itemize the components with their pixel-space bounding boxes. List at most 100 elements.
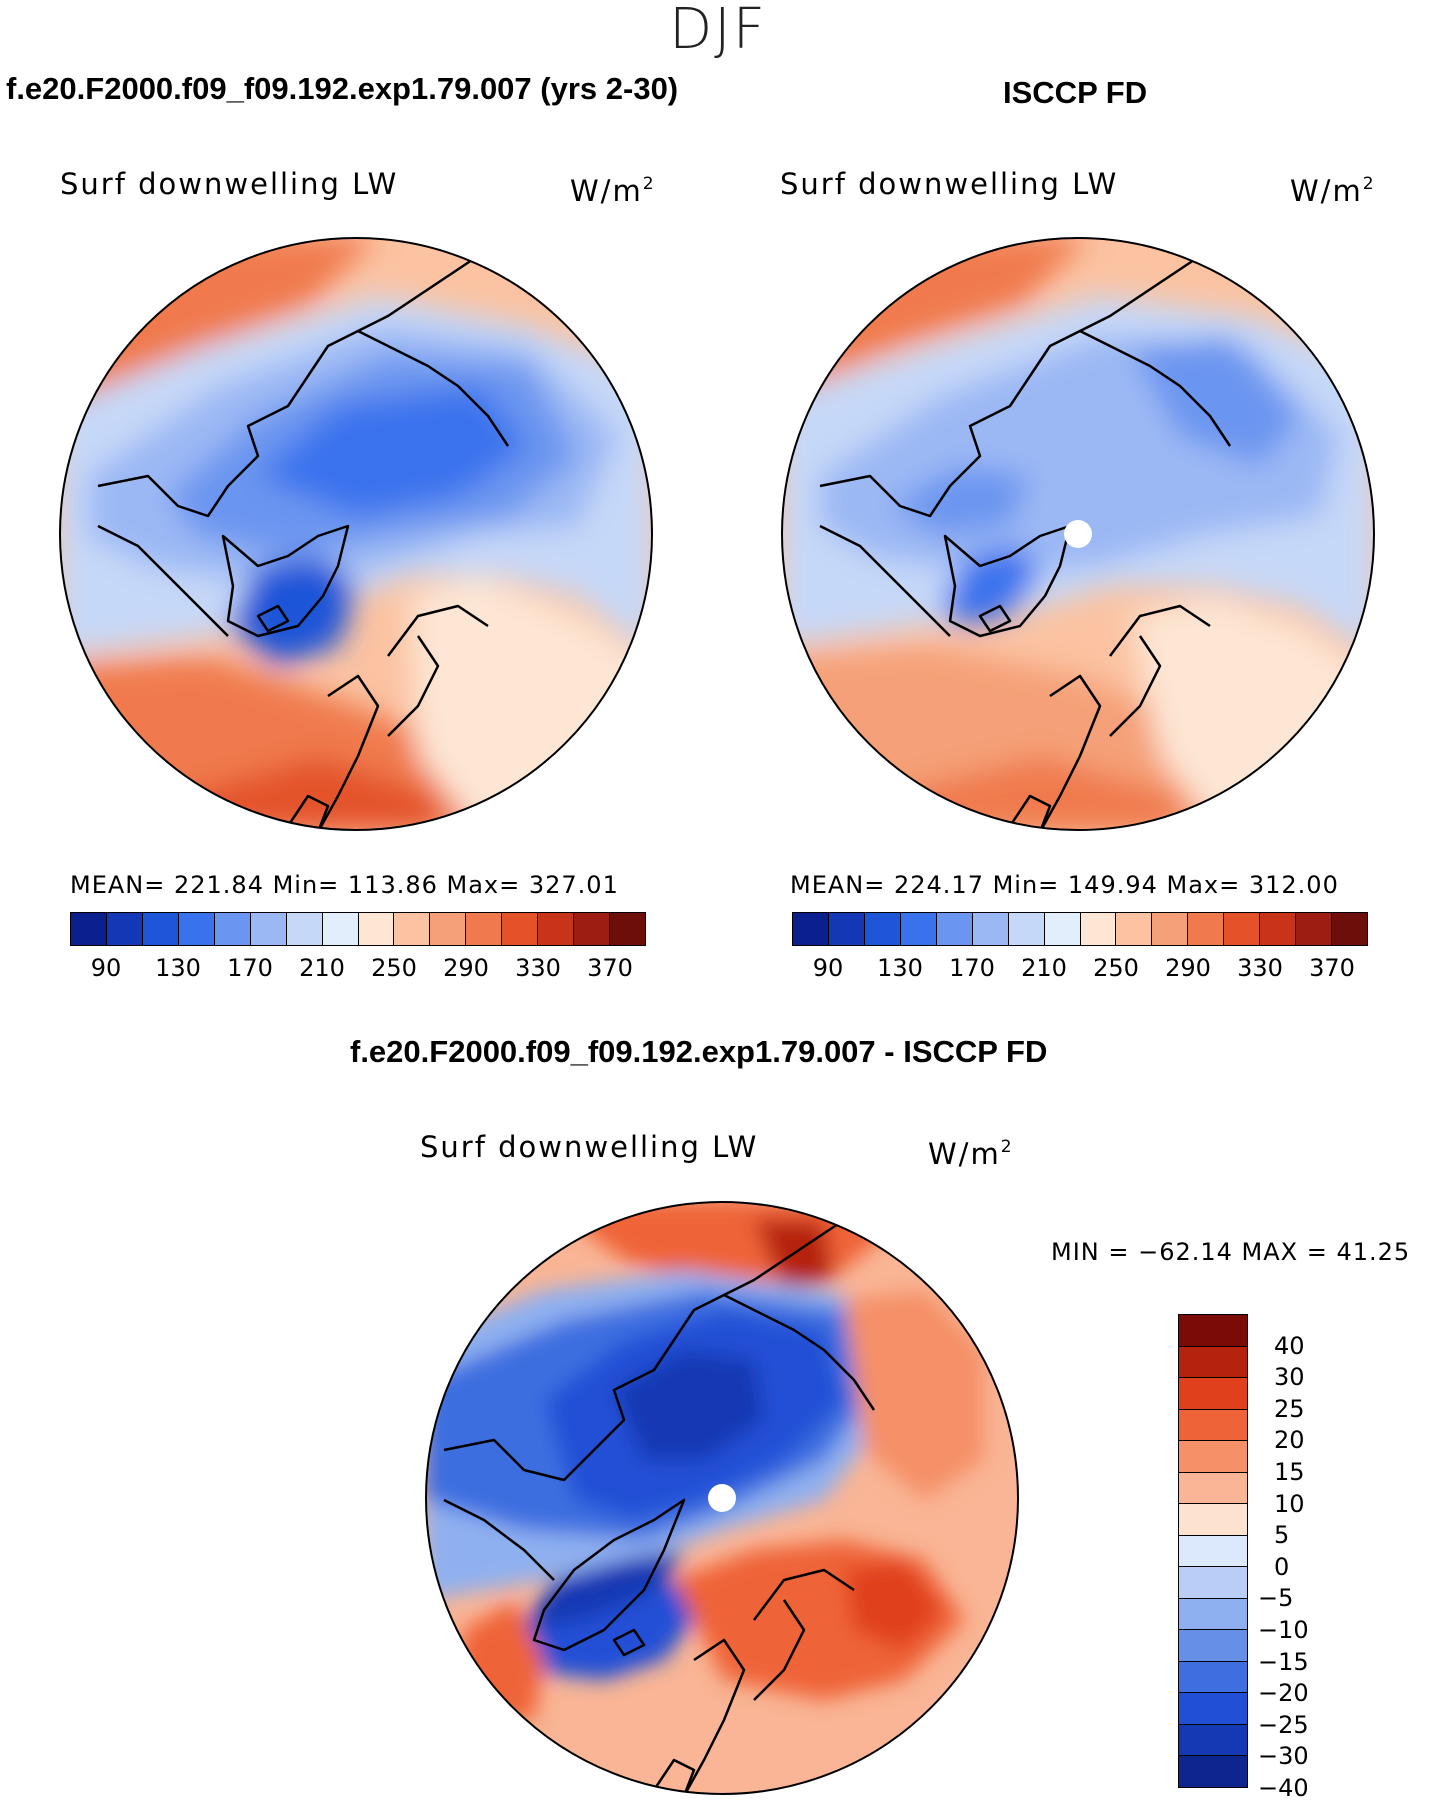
colorbar-swatch — [1179, 1535, 1247, 1568]
colorbar-swatch — [71, 913, 107, 945]
colorbar-swatch — [1188, 913, 1225, 945]
obs-variable-label: Surf downwelling LW — [780, 167, 1119, 201]
colorbar-tick-label: 130 — [155, 954, 201, 982]
colorbar-swatch — [793, 913, 829, 945]
colorbar-tick-label: 330 — [1237, 954, 1283, 982]
diff-polar-map — [425, 1201, 1019, 1795]
colorbar-tick-label: 25 — [1274, 1394, 1305, 1423]
colorbar-tick-label: 15 — [1274, 1458, 1305, 1486]
colorbar-swatch — [502, 913, 539, 945]
model-colorbar — [70, 912, 646, 946]
colorbar-swatch — [936, 913, 973, 945]
colorbar-swatch — [1179, 1756, 1247, 1787]
colorbar-swatch — [466, 913, 503, 945]
diff-colorbar-labels: 40 30 25 20 15 10 5 0 −5 −10 −15 −20 −25 −30 −40 — [1258, 1314, 1348, 1801]
colorbar-swatch — [1179, 1472, 1247, 1505]
colorbar-swatch — [394, 913, 431, 945]
colorbar-tick-label: 250 — [371, 954, 417, 982]
colorbar-swatch — [900, 913, 937, 945]
colorbar-swatch — [214, 913, 251, 945]
colorbar-tick-label: 0 — [1274, 1552, 1290, 1581]
colorbar-swatch — [1224, 913, 1261, 945]
colorbar-tick-label: 290 — [443, 954, 489, 982]
colorbar-swatch — [1179, 1441, 1247, 1473]
colorbar-swatch — [610, 913, 645, 945]
colorbar-swatch — [142, 913, 179, 945]
colorbar-tick-label: 40 — [1274, 1331, 1305, 1360]
colorbar-tick-label: −10 — [1258, 1616, 1309, 1644]
model-colorbar-labels: 90 130 170 210 250 290 330 370 — [70, 955, 646, 985]
colorbar-swatch — [864, 913, 901, 945]
colorbar-tick-label: 90 — [90, 954, 122, 982]
colorbar-swatch — [1260, 913, 1297, 945]
colorbar-swatch — [430, 913, 467, 945]
colorbar-tick-label: 170 — [227, 954, 273, 982]
colorbar-tick-label: −30 — [1258, 1742, 1309, 1771]
colorbar-swatch — [1179, 1724, 1247, 1757]
colorbar-swatch — [1044, 913, 1081, 945]
colorbar-tick-label: 370 — [1309, 954, 1355, 982]
colorbar-swatch — [828, 913, 865, 945]
colorbar-swatch — [538, 913, 575, 945]
colorbar-tick-label: 370 — [587, 954, 633, 982]
colorbar-swatch — [1179, 1504, 1247, 1536]
obs-panel-title: ISCCP FD — [1003, 75, 1148, 110]
colorbar-tick-label: −15 — [1258, 1647, 1309, 1676]
diff-colorbar — [1178, 1314, 1248, 1788]
colorbar-swatch — [1296, 913, 1333, 945]
obs-colorbar — [792, 912, 1368, 946]
colorbar-tick-label: 5 — [1274, 1521, 1290, 1550]
colorbar-swatch — [972, 913, 1009, 945]
colorbar-swatch — [1179, 1378, 1247, 1410]
season-title: DJF — [669, 0, 767, 62]
colorbar-swatch — [1332, 913, 1367, 945]
colorbar-tick-label: 330 — [515, 954, 561, 982]
colorbar-tick-label: 10 — [1274, 1489, 1305, 1518]
colorbar-tick-label: −40 — [1258, 1774, 1309, 1802]
colorbar-tick-label: 250 — [1093, 954, 1139, 982]
diff-variable-label: Surf downwelling LW — [420, 1130, 759, 1164]
colorbar-swatch — [250, 913, 287, 945]
colorbar-swatch — [322, 913, 359, 945]
colorbar-swatch — [574, 913, 611, 945]
colorbar-tick-label: 130 — [877, 954, 923, 982]
colorbar-swatch — [1179, 1567, 1247, 1599]
colorbar-swatch — [106, 913, 143, 945]
colorbar-swatch — [1179, 1598, 1247, 1631]
colorbar-swatch — [1179, 1693, 1247, 1725]
colorbar-tick-label: −25 — [1258, 1710, 1309, 1739]
colorbar-tick-label: 30 — [1274, 1363, 1305, 1392]
colorbar-swatch — [1179, 1315, 1247, 1347]
obs-units-label: W/m2 — [1290, 174, 1374, 208]
colorbar-tick-label: −5 — [1258, 1584, 1294, 1613]
colorbar-swatch — [286, 913, 323, 945]
obs-polar-map — [781, 237, 1375, 831]
colorbar-swatch — [1008, 913, 1045, 945]
colorbar-swatch — [1179, 1661, 1247, 1694]
model-polar-map — [59, 237, 653, 831]
model-variable-label: Surf downwelling LW — [60, 167, 399, 201]
colorbar-swatch — [358, 913, 395, 945]
colorbar-tick-label: 170 — [949, 954, 995, 982]
colorbar-tick-label: 290 — [1165, 954, 1211, 982]
colorbar-tick-label: −20 — [1258, 1679, 1309, 1708]
colorbar-tick-label: 20 — [1274, 1426, 1305, 1455]
model-panel-title: f.e20.F2000.f09_f09.192.exp1.79.007 (yrs… — [6, 71, 679, 106]
colorbar-swatch — [178, 913, 215, 945]
colorbar-swatch — [1179, 1630, 1247, 1662]
model-stats: MEAN= 221.84 Min= 113.86 Max= 327.01 — [70, 871, 619, 899]
diff-units-label: W/m2 — [928, 1137, 1012, 1171]
obs-colorbar-labels: 90 130 170 210 250 290 330 370 — [792, 955, 1368, 985]
colorbar-swatch — [1152, 913, 1189, 945]
obs-stats: MEAN= 224.17 Min= 149.94 Max= 312.00 — [790, 871, 1339, 899]
diff-panel-title: f.e20.F2000.f09_f09.192.exp1.79.007 - IS… — [350, 1034, 1048, 1069]
colorbar-swatch — [1179, 1409, 1247, 1442]
model-units-label: W/m2 — [570, 174, 654, 208]
colorbar-tick-label: 90 — [812, 954, 844, 982]
colorbar-swatch — [1179, 1346, 1247, 1379]
diff-stats: MIN = −62.14 MAX = 41.25 — [1051, 1238, 1411, 1266]
colorbar-swatch — [1080, 913, 1117, 945]
colorbar-tick-label: 210 — [1021, 954, 1067, 982]
colorbar-tick-label: 210 — [299, 954, 345, 982]
colorbar-swatch — [1116, 913, 1153, 945]
